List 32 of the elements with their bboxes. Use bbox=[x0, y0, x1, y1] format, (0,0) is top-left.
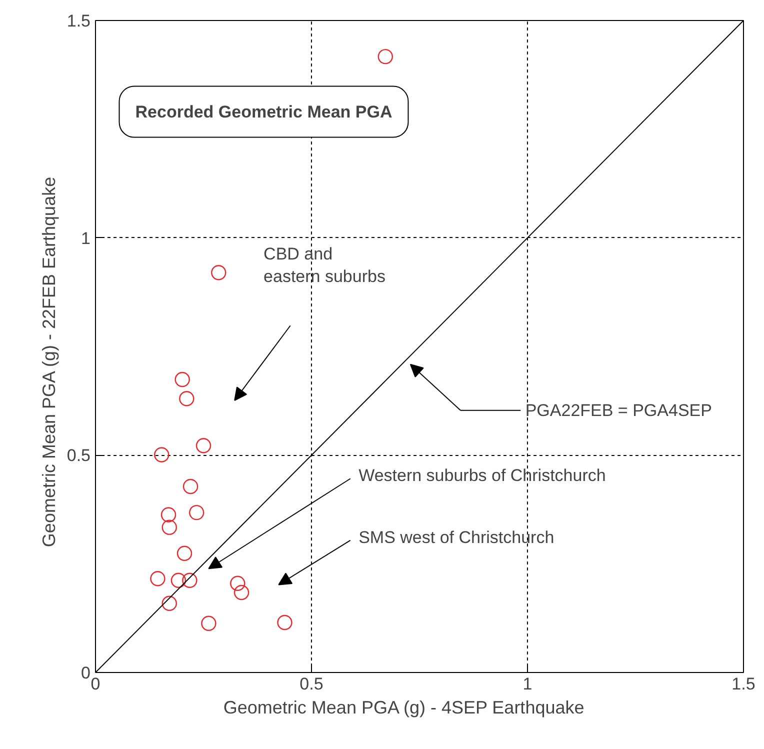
x-tick-label: 1 bbox=[522, 674, 532, 694]
point bbox=[188, 504, 204, 520]
point bbox=[154, 447, 170, 462]
y-tick-label: 0.5 bbox=[66, 446, 91, 466]
annotation: CBD and eastern suburbs bbox=[264, 244, 386, 286]
point bbox=[150, 571, 166, 586]
x-axis-title: Geometric Mean PGA (g) - 4SEP Earthquake bbox=[223, 698, 584, 718]
point bbox=[170, 572, 186, 588]
point bbox=[230, 576, 246, 591]
point bbox=[176, 546, 192, 561]
point bbox=[378, 48, 393, 64]
point bbox=[162, 596, 177, 611]
x-tick-label: 0.5 bbox=[300, 674, 324, 694]
annotation: PGA22FEB = PGA4SEP bbox=[525, 400, 712, 420]
text: Recorded Geometric Mean PGA bbox=[135, 102, 392, 122]
annotation: SMS west of Christchurch bbox=[358, 528, 554, 547]
point bbox=[160, 507, 176, 522]
point bbox=[201, 616, 216, 631]
point bbox=[182, 478, 198, 494]
point bbox=[211, 265, 226, 280]
point bbox=[277, 614, 292, 630]
y-axis-title: Geometric Mean PGA (g) - 22FEB Earthquake bbox=[38, 176, 59, 548]
point bbox=[162, 520, 177, 535]
y-tick-label: 1 bbox=[81, 228, 91, 248]
y-tick-label: 1.5 bbox=[66, 12, 91, 30]
point bbox=[234, 584, 250, 600]
point bbox=[174, 372, 190, 388]
point bbox=[196, 438, 212, 454]
annotation: Western suburbs of Christchurch bbox=[358, 466, 606, 486]
point bbox=[179, 391, 194, 406]
point bbox=[182, 572, 198, 588]
x-tick-label: 1.5 bbox=[732, 674, 756, 694]
